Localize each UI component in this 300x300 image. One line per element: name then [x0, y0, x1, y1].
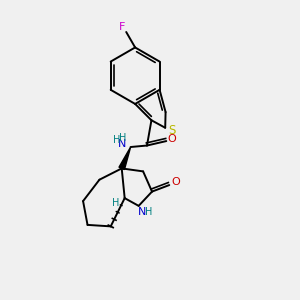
- Text: S: S: [168, 124, 176, 136]
- Text: H: H: [146, 207, 153, 218]
- Text: H: H: [113, 136, 120, 146]
- Polygon shape: [119, 147, 130, 170]
- Text: H: H: [112, 199, 119, 208]
- Text: N: N: [138, 207, 146, 218]
- Text: O: O: [168, 134, 177, 144]
- Text: H: H: [118, 133, 126, 142]
- Text: N: N: [118, 139, 127, 149]
- Text: O: O: [171, 177, 180, 187]
- Text: F: F: [118, 22, 125, 32]
